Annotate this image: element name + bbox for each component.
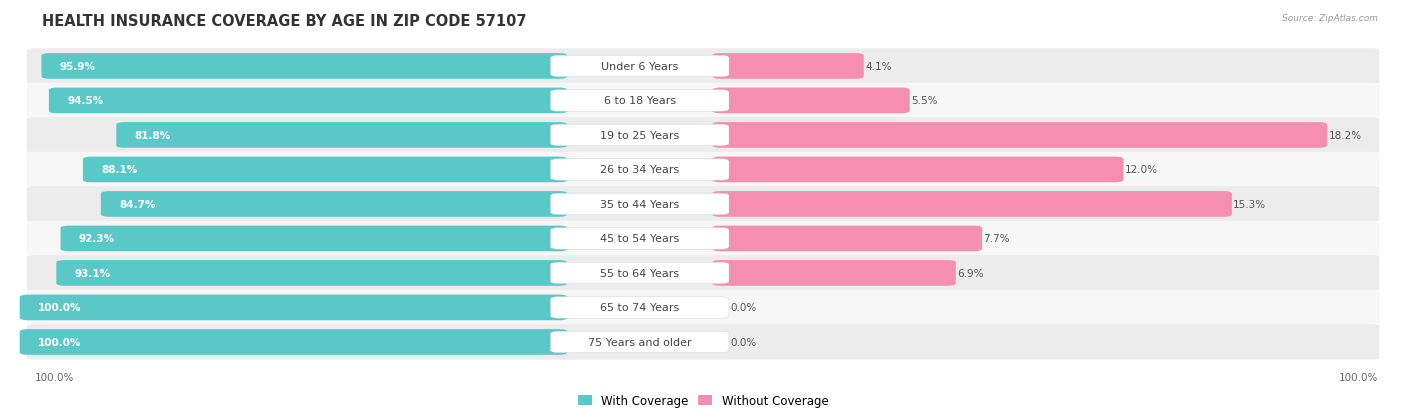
Text: Under 6 Years: Under 6 Years [602,62,678,72]
Text: 0.0%: 0.0% [731,303,756,313]
FancyBboxPatch shape [713,261,956,286]
Text: Source: ZipAtlas.com: Source: ZipAtlas.com [1282,14,1378,24]
FancyBboxPatch shape [551,194,728,215]
FancyBboxPatch shape [551,297,728,318]
FancyBboxPatch shape [551,228,728,249]
Text: 100.0%: 100.0% [38,303,82,313]
FancyBboxPatch shape [27,83,1379,119]
Text: HEALTH INSURANCE COVERAGE BY AGE IN ZIP CODE 57107: HEALTH INSURANCE COVERAGE BY AGE IN ZIP … [42,14,527,29]
Text: 26 to 34 Years: 26 to 34 Years [600,165,679,175]
Text: 100.0%: 100.0% [35,372,75,382]
Text: 81.8%: 81.8% [135,131,170,140]
FancyBboxPatch shape [551,90,728,112]
Text: 7.7%: 7.7% [983,234,1010,244]
FancyBboxPatch shape [27,152,1379,188]
Text: 94.5%: 94.5% [67,96,104,106]
FancyBboxPatch shape [20,329,568,355]
Text: 92.3%: 92.3% [79,234,115,244]
FancyBboxPatch shape [27,49,1379,84]
FancyBboxPatch shape [60,226,568,252]
Text: 84.7%: 84.7% [120,199,156,209]
Text: 100.0%: 100.0% [38,337,82,347]
FancyBboxPatch shape [83,157,568,183]
Text: 15.3%: 15.3% [1233,199,1267,209]
FancyBboxPatch shape [551,159,728,181]
FancyBboxPatch shape [41,54,568,80]
Text: 45 to 54 Years: 45 to 54 Years [600,234,679,244]
Text: 95.9%: 95.9% [59,62,96,72]
Text: 100.0%: 100.0% [1339,372,1378,382]
Text: 35 to 44 Years: 35 to 44 Years [600,199,679,209]
Text: 12.0%: 12.0% [1125,165,1157,175]
FancyBboxPatch shape [117,123,568,148]
FancyBboxPatch shape [101,192,568,217]
FancyBboxPatch shape [713,157,1123,183]
Text: 6.9%: 6.9% [957,268,984,278]
Text: 5.5%: 5.5% [911,96,938,106]
FancyBboxPatch shape [551,125,728,146]
Text: 6 to 18 Years: 6 to 18 Years [603,96,676,106]
Text: 65 to 74 Years: 65 to 74 Years [600,303,679,313]
FancyBboxPatch shape [713,226,981,252]
Text: 18.2%: 18.2% [1329,131,1361,140]
FancyBboxPatch shape [713,88,910,114]
Text: 88.1%: 88.1% [101,165,138,175]
FancyBboxPatch shape [49,88,568,114]
Text: 93.1%: 93.1% [75,268,111,278]
Text: 55 to 64 Years: 55 to 64 Years [600,268,679,278]
FancyBboxPatch shape [713,192,1232,217]
FancyBboxPatch shape [56,261,568,286]
FancyBboxPatch shape [20,295,568,320]
Legend: With Coverage, Without Coverage: With Coverage, Without Coverage [578,394,828,407]
FancyBboxPatch shape [27,290,1379,325]
FancyBboxPatch shape [27,187,1379,222]
FancyBboxPatch shape [27,256,1379,291]
FancyBboxPatch shape [551,56,728,78]
FancyBboxPatch shape [27,118,1379,153]
FancyBboxPatch shape [551,263,728,284]
FancyBboxPatch shape [27,325,1379,360]
FancyBboxPatch shape [551,331,728,353]
FancyBboxPatch shape [27,221,1379,256]
Text: 19 to 25 Years: 19 to 25 Years [600,131,679,140]
Text: 75 Years and older: 75 Years and older [588,337,692,347]
FancyBboxPatch shape [713,54,863,80]
Text: 4.1%: 4.1% [865,62,891,72]
Text: 0.0%: 0.0% [731,337,756,347]
FancyBboxPatch shape [713,123,1327,148]
